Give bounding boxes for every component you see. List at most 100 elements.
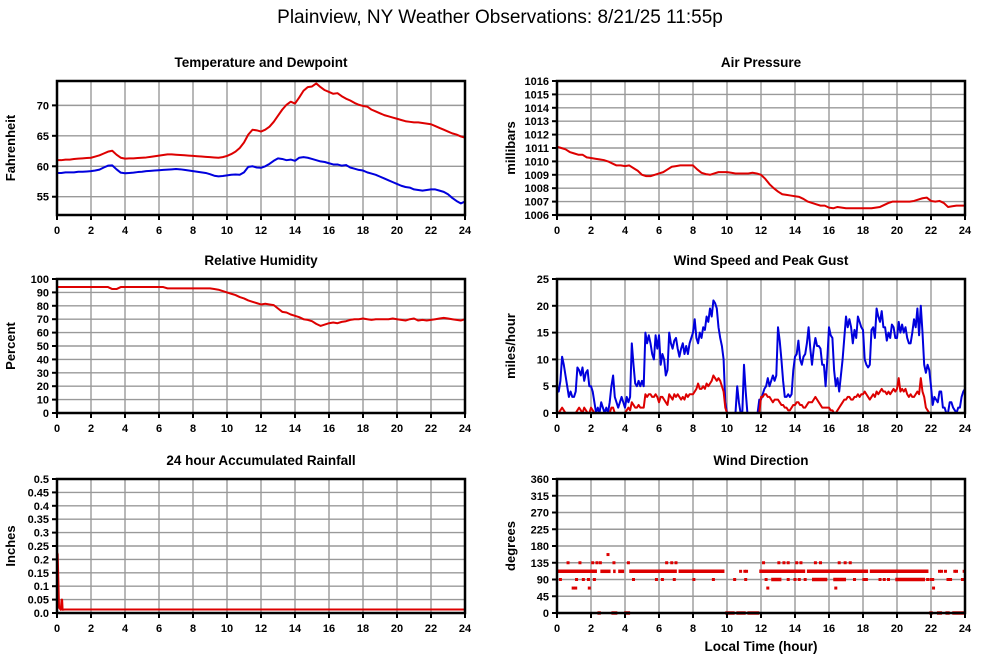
y-tick-label: 20 [37, 381, 49, 393]
y-tick-label: 0.5 [34, 474, 49, 486]
y-tick-label: 1012 [525, 130, 549, 142]
y-tick-label: 270 [531, 508, 549, 520]
direction-point [786, 578, 790, 581]
chart-temperature-dewpoint: 0 2 4 6 8 10 12 14 16 18 20 22 24 55 60 65 70 Temperature… [0, 45, 500, 260]
direction-point [587, 586, 591, 590]
y-tick-label: 70 [37, 100, 49, 112]
direction-point [592, 578, 596, 581]
x-tick-label: 12 [255, 623, 267, 635]
direction-point [929, 578, 933, 581]
y-tick-label: 20 [537, 301, 549, 313]
direction-point [574, 586, 578, 590]
x-tick-label: 2 [88, 225, 94, 237]
grid-rainfall [56, 478, 466, 614]
plot-border-wind-speed-gust [555, 277, 967, 415]
direction-point [848, 561, 852, 565]
y-tick-label: 60 [37, 161, 49, 173]
x-tick-label: 24 [959, 623, 972, 635]
direction-point [745, 569, 749, 573]
x-tick-label: 22 [425, 225, 437, 237]
y-tick-label: 25 [537, 274, 549, 286]
y-tick-label: 55 [37, 192, 49, 204]
grid-wind-direction [556, 478, 966, 614]
direction-point [882, 578, 886, 581]
direction-point [578, 561, 582, 565]
x-tick-label: 0 [554, 623, 560, 635]
x-tick-label: 20 [391, 423, 403, 435]
direction-point [837, 561, 841, 565]
x-tick-label: 2 [88, 423, 94, 435]
chart-title-air-pressure: Air Pressure [721, 55, 802, 70]
chart-title-wind-speed-gust: Wind Speed and Peak Gust [674, 253, 849, 268]
y-tick-label: 1008 [525, 183, 549, 195]
direction-point [665, 561, 669, 565]
direction-point [887, 578, 890, 581]
direction-point [949, 578, 953, 581]
x-tick-label: 18 [857, 423, 869, 435]
direction-point [595, 561, 599, 565]
y-axis-label-rainfall: Inches [3, 525, 18, 566]
direction-point [586, 578, 590, 581]
y-tick-label: 0.3 [34, 528, 49, 540]
direction-point [766, 586, 770, 590]
x-tick-label: 18 [357, 423, 369, 435]
series-temperature [57, 82, 466, 162]
plot-border-temperature-dewpoint [55, 79, 467, 217]
series-dewpoint [57, 156, 466, 205]
direction-point [762, 561, 766, 565]
x-tick-label: 10 [721, 623, 733, 635]
y-tick-label: 70 [37, 314, 49, 326]
x-tick-label: 18 [357, 225, 369, 237]
direction-point [946, 578, 950, 581]
direction-point [626, 561, 630, 565]
x-tick-label: 20 [391, 623, 403, 635]
grid-air-pressure [556, 80, 966, 216]
x-tick-label: 20 [891, 423, 903, 435]
chart-canvas-relative-humidity: 0 2 4 6 8 10 12 14 16 18 20 22 240102030405060708090… [3, 253, 472, 435]
direction-point [670, 561, 674, 565]
y-tick-label: 65 [37, 131, 49, 143]
direction-point [764, 578, 768, 581]
x-tick-label: 22 [425, 423, 437, 435]
x-tick-label: 16 [823, 623, 835, 635]
x-tick-label: 6 [156, 423, 162, 435]
y-tick-label: 45 [537, 591, 549, 603]
x-tick-label: 12 [755, 423, 767, 435]
x-tick-label: 10 [721, 225, 733, 237]
y-tick-label: 50 [37, 341, 49, 353]
x-tick-label: 4 [122, 225, 129, 237]
x-tick-label: 8 [690, 423, 696, 435]
x-tick-label: 0 [54, 623, 60, 635]
y-tick-label: 100 [31, 274, 49, 286]
direction-point [777, 561, 781, 565]
y-tick-label: 360 [531, 474, 549, 486]
direction-point [795, 561, 799, 565]
x-tick-label: 22 [925, 225, 937, 237]
direction-point [571, 586, 575, 590]
x-tick-label: 20 [891, 225, 903, 237]
chart-title-wind-direction: Wind Direction [713, 453, 808, 468]
x-tick-label: 24 [959, 225, 972, 237]
x-tick-label: 0 [54, 423, 60, 435]
y-tick-label: 1011 [525, 143, 549, 155]
x-tick-label: 22 [925, 423, 937, 435]
x-axis-label: Local Time (hour) [704, 639, 817, 654]
direction-point [813, 561, 817, 565]
x-tick-label: 10 [221, 225, 233, 237]
x-tick-label: 4 [622, 623, 629, 635]
x-tick-label: 4 [622, 225, 629, 237]
y-axis-label-air-pressure: millibars [503, 121, 518, 174]
direction-point [955, 569, 958, 573]
plot-border-air-pressure [555, 79, 967, 217]
x-tick-label: 12 [755, 225, 767, 237]
direction-point [591, 561, 595, 565]
direction-point [612, 561, 616, 565]
chart-canvas-air-pressure: 0 2 4 6 8 10 12 14 16 18 20 22 241006100710081009101… [503, 55, 972, 237]
y-axis-label-temperature-dewpoint: Fahrenheit [3, 114, 18, 181]
direction-point [743, 569, 747, 573]
y-tick-label: 315 [531, 491, 549, 503]
x-tick-label: 14 [289, 623, 302, 635]
y-axis-label-wind-speed-gust: miles/hour [503, 313, 518, 379]
x-tick-label: 4 [622, 423, 629, 435]
